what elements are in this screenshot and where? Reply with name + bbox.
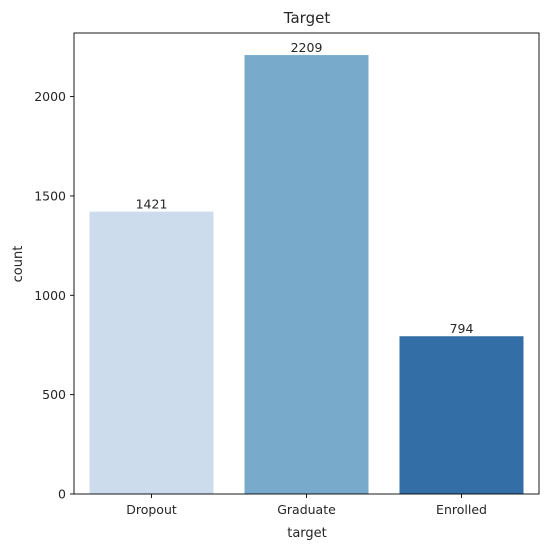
y-axis-label: count [11,246,26,283]
chart-title: Target [283,9,331,27]
x-tick-label-graduate: Graduate [277,502,336,517]
y-tick-label: 1000 [34,288,66,303]
data-label-graduate: 2209 [291,40,323,55]
y-tick-label: 2000 [34,89,66,104]
y-tick-label: 1500 [34,188,66,203]
y-tick-label: 500 [42,387,66,402]
bar-enrolled [400,336,524,494]
data-label-dropout: 1421 [136,197,168,212]
y-axis: 0 500 1000 1500 2000 [34,89,74,501]
x-axis-label: target [287,526,327,541]
x-axis: Dropout Graduate Enrolled [126,494,487,517]
bars [90,55,524,494]
y-tick-label: 0 [58,487,66,502]
bar-dropout [90,212,214,494]
data-label-enrolled: 794 [450,321,474,336]
x-tick-label-dropout: Dropout [126,502,177,517]
x-tick-label-enrolled: Enrolled [436,502,487,517]
bar-graduate [245,55,369,494]
